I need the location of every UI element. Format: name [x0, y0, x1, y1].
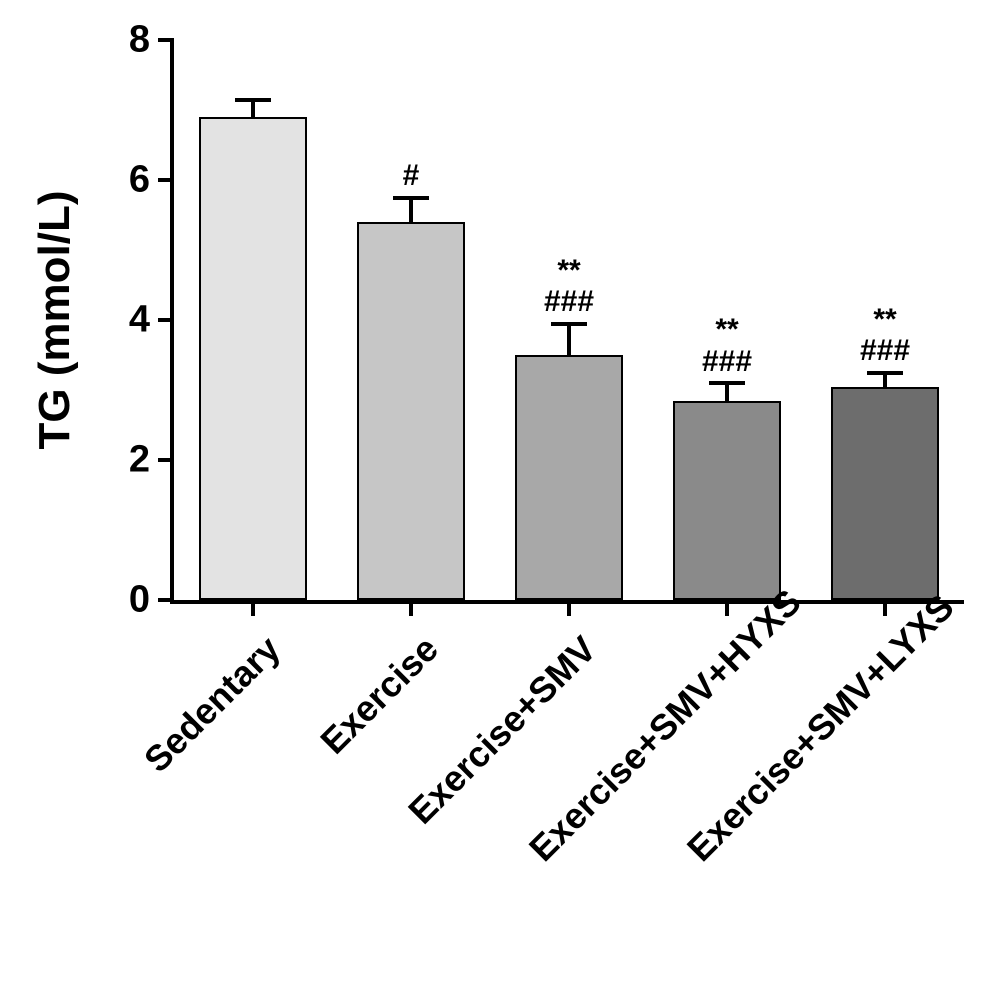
- error-bar: [409, 198, 413, 223]
- bar: [515, 355, 622, 600]
- y-tick-label: 6: [129, 159, 174, 202]
- y-tick-label: 0: [129, 579, 174, 622]
- significance-annotation: **###: [702, 314, 752, 377]
- error-bar: [725, 383, 729, 401]
- significance-annotation: #: [403, 160, 420, 192]
- tg-bar-chart: 02468#**###**###**### TG (mmol/L) Sedent…: [0, 0, 1000, 985]
- x-tick: [567, 600, 571, 616]
- error-bar-cap: [551, 322, 587, 326]
- bar: [357, 222, 464, 600]
- significance-annotation: **###: [544, 255, 594, 318]
- y-tick-label: 8: [129, 19, 174, 62]
- x-tick: [725, 600, 729, 616]
- y-tick-label: 4: [129, 299, 174, 342]
- error-bar: [567, 324, 571, 356]
- error-bar-cap: [867, 371, 903, 375]
- x-tick: [409, 600, 413, 616]
- x-tick: [883, 600, 887, 616]
- bar: [673, 401, 780, 601]
- error-bar: [883, 373, 887, 387]
- error-bar-cap: [235, 98, 271, 102]
- significance-annotation: **###: [860, 304, 910, 367]
- error-bar-cap: [393, 196, 429, 200]
- y-tick-label: 2: [129, 439, 174, 482]
- y-axis-title: TG (mmol/L): [30, 190, 80, 449]
- error-bar-cap: [709, 381, 745, 385]
- plot-area: 02468#**###**###**###: [170, 40, 964, 604]
- bar: [199, 117, 306, 600]
- x-tick: [251, 600, 255, 616]
- bar: [831, 387, 938, 601]
- error-bar: [251, 100, 255, 118]
